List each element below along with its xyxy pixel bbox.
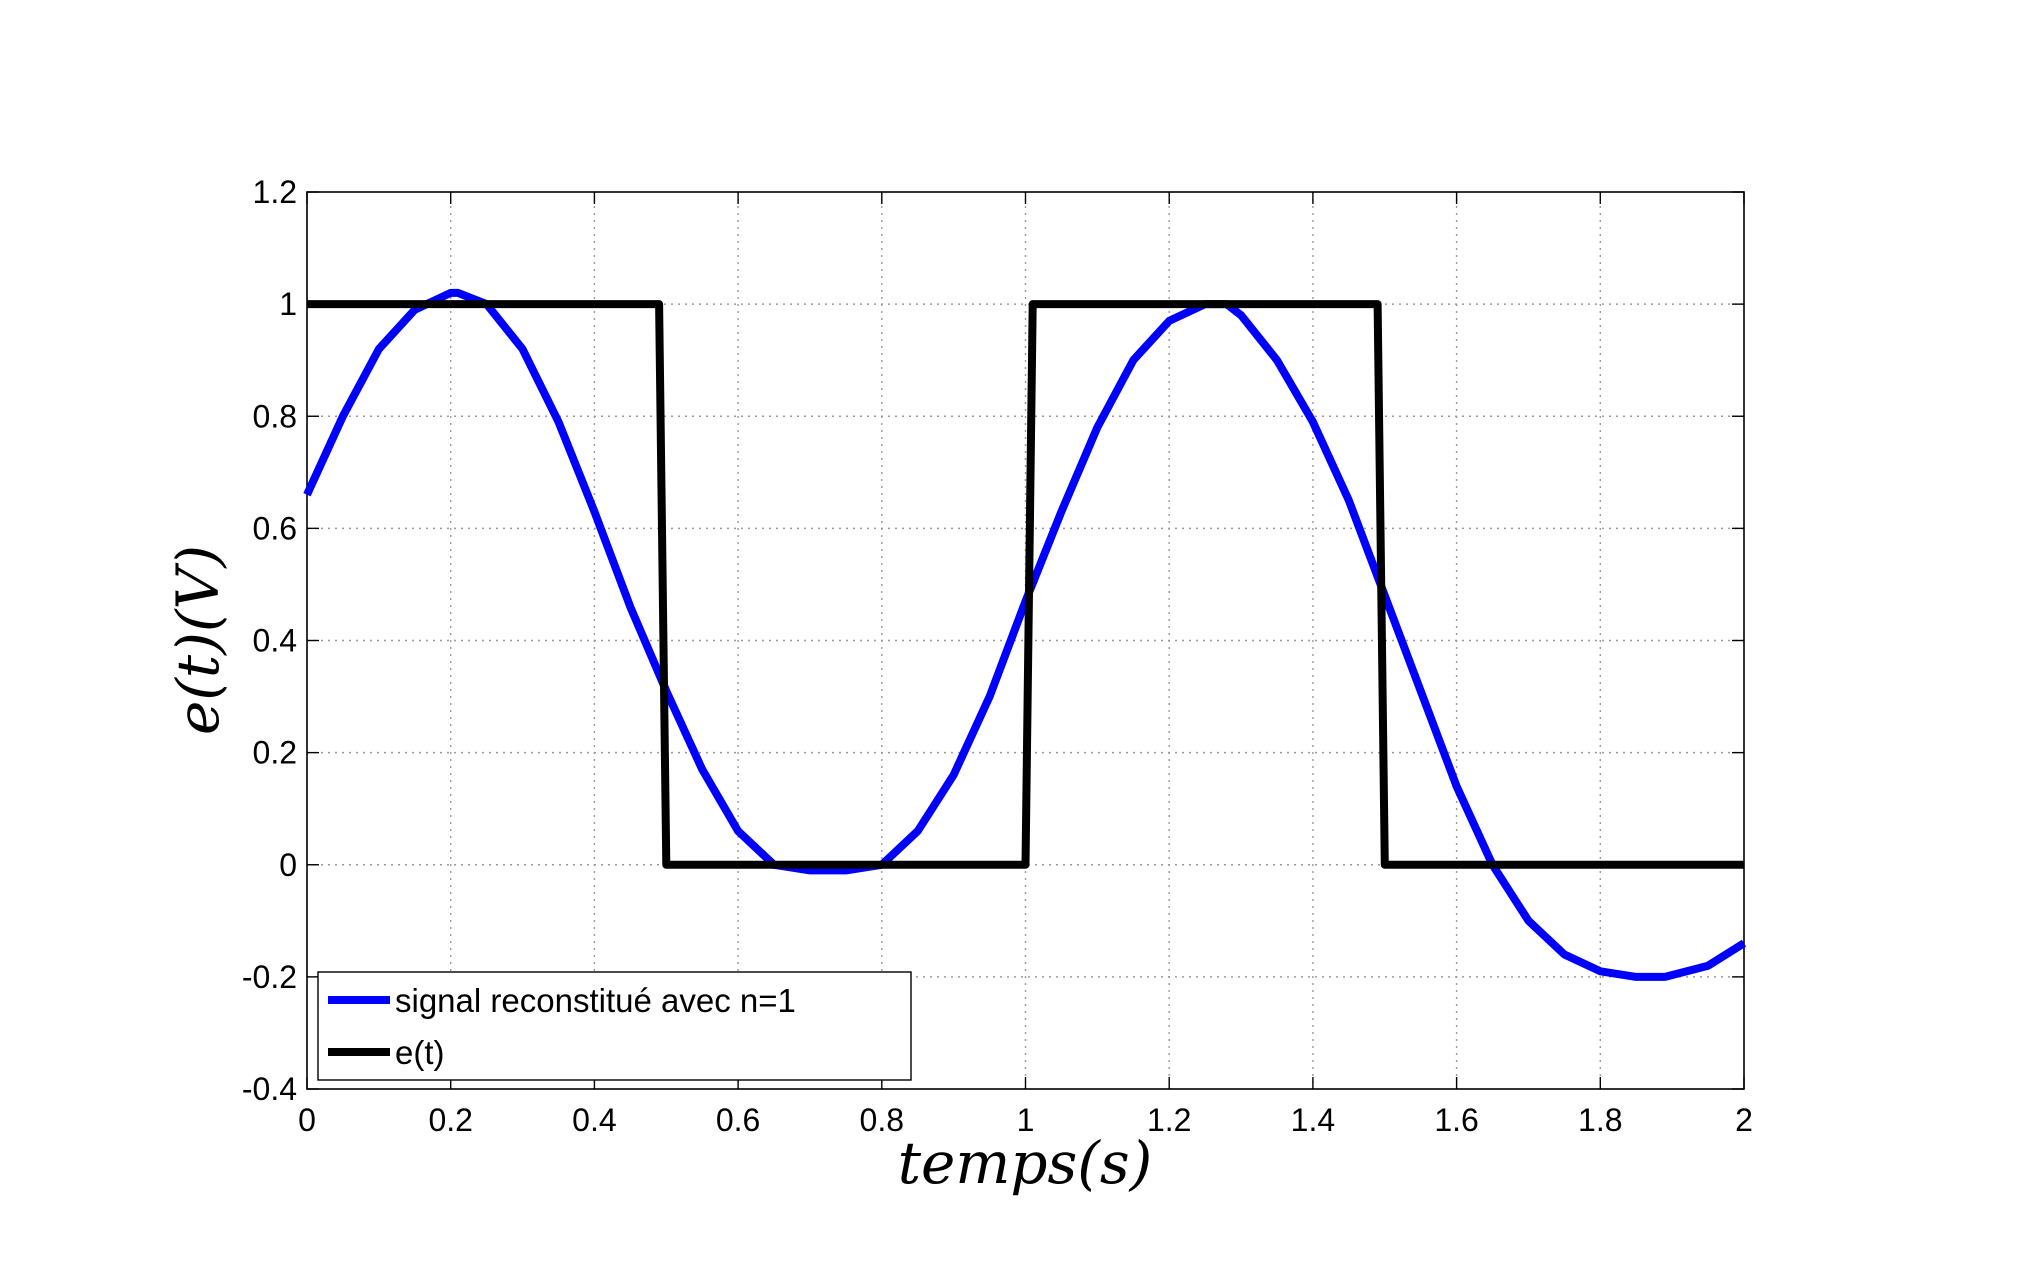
legend-label-reconstructed-signal: signal reconstitué avec n=1 (395, 982, 796, 1019)
x-tick-label: 1.8 (1578, 1102, 1622, 1138)
x-tick-label: 1 (1017, 1102, 1035, 1138)
y-tick-label: 0.2 (253, 735, 297, 771)
x-tick-label: 0.8 (860, 1102, 904, 1138)
x-axis-title: temps(s) (898, 1129, 1153, 1197)
series-group (303, 288, 1747, 981)
x-tick-label: 1.6 (1434, 1102, 1478, 1138)
y-tick-label: 0.6 (253, 510, 297, 546)
axis-ticks: 0 0.2 0.4 0.6 0.8 1 1.2 1.4 1.6 1.8 2 -0.4 -0.2 0 0.2 0… (242, 174, 1753, 1138)
x-tick-label: 2 (1735, 1102, 1753, 1138)
x-tick-label: 1.2 (1147, 1102, 1191, 1138)
legend-box (317, 971, 912, 1081)
y-tick-label: -0.4 (242, 1071, 297, 1107)
legend-label-square-wave: e(t) (395, 1034, 445, 1071)
x-tick-label: 0.2 (428, 1102, 472, 1138)
square-wave-line (307, 300, 1744, 869)
y-tick-label: 0.8 (253, 398, 297, 434)
y-axis-title: e(t)(V) (164, 545, 232, 735)
x-tick-label: 0.6 (716, 1102, 760, 1138)
y-tick-label: -0.2 (242, 959, 297, 995)
y-tick-label: 1.2 (253, 174, 297, 210)
y-tick-label: 0 (279, 847, 297, 883)
y-tick-label: 1 (279, 286, 297, 322)
y-tick-label: 0.4 (253, 623, 297, 659)
x-tick-label: 1.4 (1291, 1102, 1335, 1138)
legend: signal reconstitué avec n=1 e(t) (317, 971, 912, 1081)
x-tick-label: 0.4 (572, 1102, 616, 1138)
x-tick-label: 0 (298, 1102, 316, 1138)
